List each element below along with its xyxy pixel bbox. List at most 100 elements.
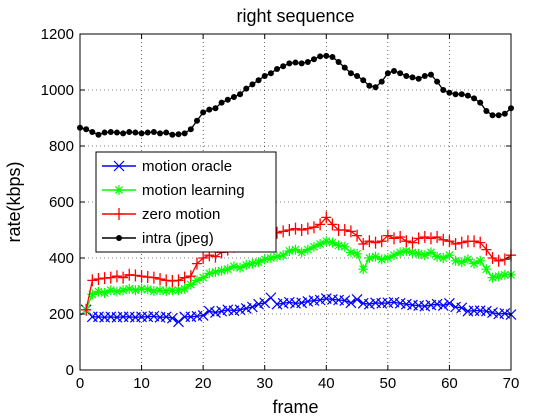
data-point: [107, 129, 114, 135]
x-tick-label: 20: [195, 375, 212, 392]
data-point: [113, 129, 120, 136]
data-point: [93, 273, 104, 285]
data-point: [216, 305, 228, 317]
data-point: [114, 185, 124, 195]
data-point: [462, 254, 473, 265]
data-point: [105, 271, 116, 284]
data-point: [200, 109, 207, 116]
data-point: [364, 253, 375, 263]
data-point: [83, 126, 90, 133]
data-point: [253, 298, 264, 310]
legend-label: intra (jpeg): [142, 230, 214, 247]
data-point: [450, 255, 461, 266]
data-point: [364, 235, 375, 248]
data-point: [267, 70, 274, 77]
data-point: [224, 96, 231, 103]
data-point: [444, 235, 455, 248]
data-point: [487, 252, 498, 264]
data-point: [249, 81, 256, 88]
data-point: [148, 271, 159, 284]
data-point: [450, 238, 461, 250]
data-point: [261, 73, 268, 79]
data-point: [265, 253, 276, 263]
data-point: [185, 270, 196, 283]
data-point: [407, 236, 418, 249]
data-point: [444, 250, 455, 261]
data-point: [487, 272, 498, 283]
series-intra-jpeg-: [77, 52, 514, 138]
data-point: [366, 82, 373, 89]
data-point: [335, 59, 342, 65]
chart-title: right sequence: [236, 6, 354, 26]
data-point: [187, 126, 194, 133]
data-point: [425, 247, 436, 258]
data-point: [210, 267, 221, 277]
data-point: [456, 257, 467, 268]
data-point: [308, 241, 319, 252]
data-point: [95, 131, 102, 138]
data-point: [481, 243, 492, 256]
data-point: [259, 254, 270, 265]
data-point: [413, 248, 424, 259]
data-point: [286, 60, 293, 67]
x-tick-label: 0: [76, 375, 84, 392]
legend-item: zero motion: [102, 206, 220, 223]
legend-label: zero motion: [142, 206, 220, 223]
data-point: [150, 129, 157, 135]
data-point: [370, 251, 381, 262]
data-point: [419, 231, 430, 243]
data-point: [475, 236, 486, 249]
data-point: [432, 251, 443, 262]
data-point: [345, 225, 356, 238]
legend-item: motion learning: [102, 182, 245, 199]
data-point: [487, 307, 498, 319]
data-point: [308, 221, 319, 234]
data-point: [403, 73, 410, 79]
y-tick-label: 400: [49, 250, 74, 267]
legend-item: motion oracle: [102, 158, 232, 175]
data-point: [130, 269, 141, 282]
data-point: [389, 232, 400, 245]
data-point: [397, 70, 404, 77]
data-point: [452, 91, 459, 98]
data-point: [427, 71, 434, 78]
data-point: [413, 232, 424, 245]
legend-item: intra (jpeg): [102, 230, 214, 247]
data-point: [136, 283, 147, 294]
data-point: [155, 285, 166, 296]
data-point: [432, 231, 443, 243]
legend-label: motion learning: [142, 182, 245, 199]
data-point: [378, 78, 385, 85]
data-point: [198, 272, 209, 283]
data-point: [111, 270, 122, 283]
x-tick-label: 60: [441, 375, 458, 392]
y-tick-label: 1200: [41, 26, 74, 43]
data-point: [384, 70, 391, 77]
data-point: [363, 298, 375, 310]
data-point: [339, 241, 350, 252]
data-point: [193, 117, 200, 124]
data-point: [395, 231, 406, 243]
data-point: [339, 224, 350, 236]
data-point: [237, 91, 244, 98]
data-point: [438, 253, 449, 263]
data-point: [235, 262, 246, 273]
data-point: [446, 89, 453, 96]
data-point: [389, 250, 400, 261]
data-point: [255, 77, 262, 84]
data-point: [333, 240, 344, 251]
data-point: [315, 218, 326, 231]
data-point: [376, 235, 387, 248]
data-point: [415, 75, 422, 82]
data-point: [499, 269, 510, 280]
data-point: [169, 131, 176, 138]
data-point: [157, 130, 164, 137]
legend-box: [95, 151, 277, 253]
x-tick-label: 10: [133, 375, 150, 392]
data-point: [173, 316, 184, 328]
data-point: [212, 105, 219, 112]
data-point: [246, 301, 258, 313]
data-point: [372, 84, 379, 91]
data-point: [341, 64, 348, 71]
